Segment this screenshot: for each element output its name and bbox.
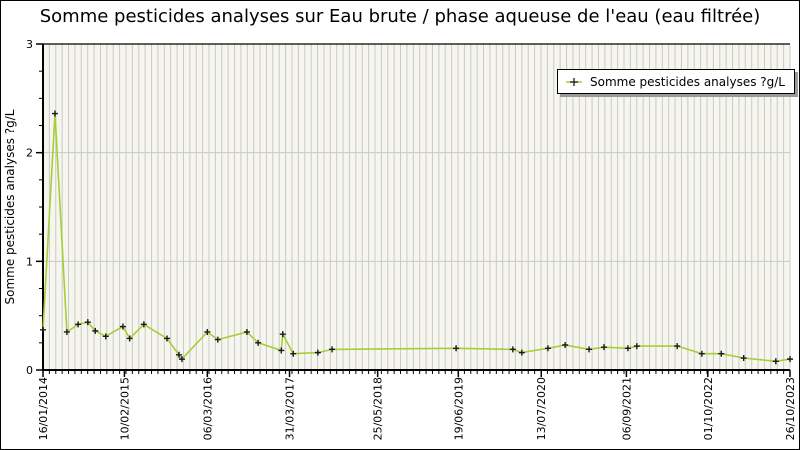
x-tick-label: 26/10/2023 <box>784 377 797 440</box>
data-point-marker <box>51 110 58 117</box>
x-tick-label: 10/02/2015 <box>118 377 131 440</box>
data-point-marker <box>329 346 336 353</box>
data-point-marker <box>544 345 551 352</box>
x-tick-label: 16/01/2014 <box>37 377 50 440</box>
data-point-marker <box>255 339 262 346</box>
data-point-marker <box>314 349 321 356</box>
data-point-marker <box>586 346 593 353</box>
data-point-marker <box>518 349 525 356</box>
x-tick-label: 06/03/2016 <box>201 377 214 440</box>
data-point-marker <box>787 356 793 363</box>
data-point-marker <box>453 345 460 352</box>
data-point-marker <box>279 331 286 338</box>
x-tick-label: 19/06/2019 <box>452 377 465 440</box>
legend-marker-icon <box>566 77 582 86</box>
data-point-marker <box>126 335 133 342</box>
data-point-marker <box>92 327 99 334</box>
data-point-marker <box>698 350 705 357</box>
data-point-marker <box>175 351 182 358</box>
data-point-marker <box>509 346 516 353</box>
legend-label: Somme pesticides analyses ?g/L <box>590 74 785 89</box>
y-tick-label: 1 <box>26 255 33 268</box>
data-point-marker <box>164 335 171 342</box>
x-tick-label: 13/07/2020 <box>535 377 548 440</box>
y-tick-label: 3 <box>26 38 33 51</box>
y-axis-label: Somme pesticides analyses ?g/L <box>3 109 17 305</box>
plot-background <box>43 44 790 370</box>
data-point-marker <box>75 321 82 328</box>
data-point-marker <box>718 350 725 357</box>
data-point-marker <box>740 355 747 362</box>
data-point-marker <box>178 356 185 363</box>
data-point-marker <box>40 326 46 333</box>
x-tick-label: 06/09/2021 <box>620 377 633 440</box>
data-point-marker <box>562 342 569 349</box>
data-point-marker <box>600 344 607 351</box>
data-point-marker <box>119 323 126 330</box>
data-point-marker <box>102 333 109 340</box>
x-tick-label: 31/03/2017 <box>284 377 297 440</box>
chart-title: Somme pesticides analyses sur Eau brute … <box>39 6 761 27</box>
data-point-marker <box>278 347 285 354</box>
data-point-marker <box>624 345 631 352</box>
y-tick-label: 2 <box>26 147 33 160</box>
data-point-marker <box>204 328 211 335</box>
data-point-marker <box>243 328 250 335</box>
x-tick-label: 01/10/2022 <box>702 377 715 440</box>
data-point-marker <box>633 343 640 350</box>
legend: Somme pesticides analyses ?g/L <box>557 69 795 94</box>
data-point-marker <box>214 336 221 343</box>
data-point-marker <box>772 358 779 365</box>
data-point-marker <box>63 328 70 335</box>
x-tick-label: 25/05/2018 <box>372 377 385 440</box>
y-tick-label: 0 <box>26 364 33 377</box>
data-point-marker <box>84 319 91 326</box>
data-point-marker <box>140 321 147 328</box>
data-point-marker <box>674 343 681 350</box>
data-point-marker <box>290 350 297 357</box>
